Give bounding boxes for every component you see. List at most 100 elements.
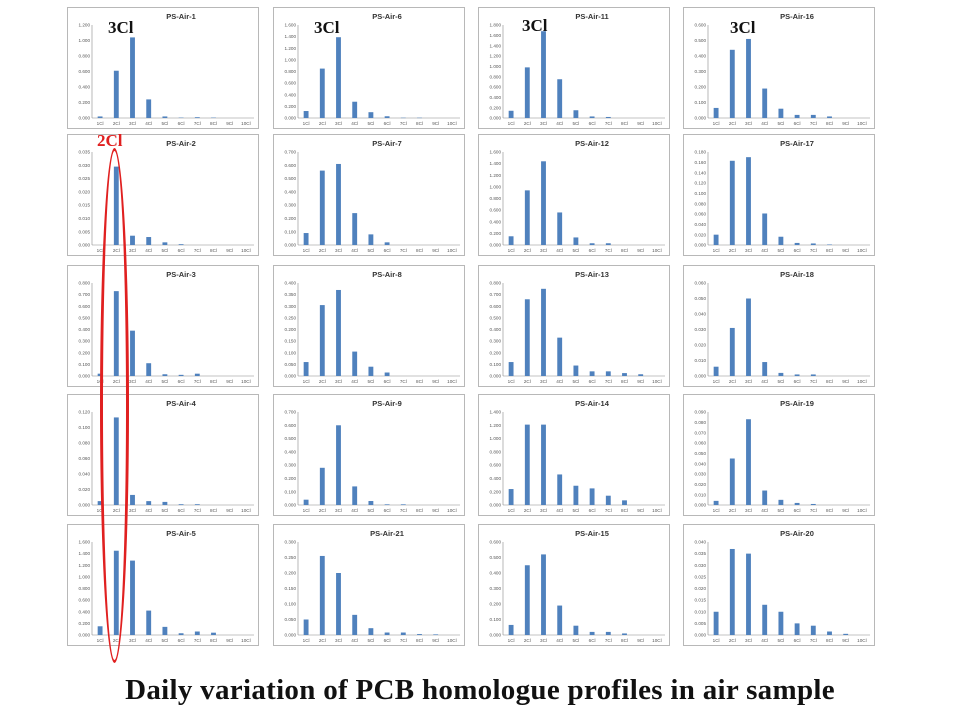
x-tick-label: 6Cl [178,121,185,126]
x-tick-label: 8Cl [621,508,628,513]
y-tick-label: 0.600 [490,208,502,213]
chart-title: PS-Air-14 [575,399,610,408]
bar-5cl [778,236,784,245]
y-tick-label: 0.010 [79,216,91,221]
bar-1cl [713,611,719,635]
chart-panel-ps-air-11: PS-Air-11 0.000 0.200 0.400 0.600 0.800 1.000 1… [478,7,670,129]
bar-chart: PS-Air-4 0.000 0.020 0.040 0.060 0.080 0.100 0.… [79,399,254,513]
x-tick-label: 5Cl [777,379,784,384]
x-tick-label: 6Cl [384,638,391,643]
y-tick-label: 0.060 [695,441,707,446]
bar-2cl [729,327,735,376]
x-tick-label: 8Cl [826,379,833,384]
y-tick-label: 1.400 [490,161,502,166]
y-tick-label: 0.050 [695,296,707,301]
y-tick-label: 0.300 [79,339,91,344]
y-tick-label: 0.060 [695,281,707,286]
annotation-3cl-col1: 3Cl [108,18,134,37]
bar-4cl [352,351,358,376]
y-tick-label: 0.200 [79,621,91,626]
y-tick-label: 1.400 [285,34,297,39]
y-tick-label: 0.000 [79,243,91,248]
y-tick-label: 0.800 [490,281,502,286]
y-tick-label: 0.010 [695,358,707,363]
bar-2cl [319,305,325,376]
chart-title: PS-Air-18 [780,270,814,279]
x-tick-label: 3Cl [335,379,342,384]
bar-3cl [336,163,341,245]
y-tick-label: 0.700 [285,410,297,415]
bar-5cl [573,110,579,118]
y-tick-label: 0.200 [285,476,297,481]
bar-6cl [589,243,595,245]
x-tick-label: 4Cl [351,379,358,384]
y-tick-label: 0.005 [695,621,707,626]
bar-3cl [336,425,341,505]
x-tick-label: 10Cl [447,248,456,253]
bar-1cl [713,234,719,245]
chart-panel-ps-air-14: PS-Air-14 0.000 0.200 0.400 0.600 0.800 1.000 1… [478,394,670,516]
bar-2cl [729,49,735,118]
y-tick-label: 0.600 [490,85,502,90]
y-tick-label: 0.050 [695,451,707,456]
bar-1cl [303,619,309,635]
x-tick-label: 3Cl [540,248,547,253]
y-tick-label: 0.120 [79,410,91,415]
bar-4cl [762,362,768,376]
x-tick-label: 3Cl [540,121,547,126]
bar-9cl [433,634,439,635]
bar-chart: PS-Air-18 0.000 0.010 0.020 0.030 0.040 0.050 0… [695,270,870,384]
x-tick-label: 10Cl [857,248,866,253]
chart-panel-ps-air-12: PS-Air-12 0.000 0.200 0.400 0.600 0.800 1.000 1… [478,134,670,256]
x-tick-label: 5Cl [572,248,579,253]
y-tick-label: 0.100 [285,602,297,607]
chart-title: PS-Air-5 [166,529,196,538]
x-tick-label: 5Cl [572,121,579,126]
y-tick-label: 0.030 [79,163,91,168]
bar-1cl [508,624,514,635]
x-tick-label: 1Cl [303,508,310,513]
bar-6cl [794,623,800,635]
bar-6cl [384,372,390,376]
y-tick-label: 0.600 [79,69,91,74]
y-tick-label: 1.000 [79,38,91,43]
x-tick-label: 5Cl [777,638,784,643]
bar-4cl [146,501,152,505]
y-tick-label: 1.000 [490,436,502,441]
chart-panel-ps-air-5: PS-Air-5 0.000 0.200 0.400 0.600 0.800 1.000 1.… [67,524,259,646]
x-tick-label: 10Cl [857,379,866,384]
y-tick-label: 0.000 [695,503,707,508]
y-tick-label: 0.100 [695,191,707,196]
x-tick-label: 1Cl [508,121,515,126]
x-tick-label: 10Cl [447,121,456,126]
bar-3cl [130,235,135,245]
x-tick-label: 9Cl [226,379,233,384]
x-tick-label: 9Cl [637,379,644,384]
bar-2cl [319,467,325,505]
y-tick-label: 0.400 [285,281,297,286]
x-tick-label: 10Cl [447,508,456,513]
y-tick-label: 0.350 [285,292,297,297]
bar-4cl [146,363,152,376]
x-tick-label: 7Cl [194,638,201,643]
x-tick-label: 4Cl [351,508,358,513]
chart-panel-ps-air-2: PS-Air-2 0.000 0.005 0.010 0.015 0.020 0.025 0.… [67,134,259,256]
y-tick-label: 0.000 [79,633,91,638]
y-tick-label: 0.080 [79,441,91,446]
x-tick-label: 10Cl [241,121,250,126]
y-tick-label: 0.500 [285,436,297,441]
x-tick-label: 3Cl [335,248,342,253]
bar-chart: PS-Air-6 0.000 0.200 0.400 0.600 0.800 1.000 1.… [285,12,460,126]
y-tick-label: 0.800 [79,54,91,59]
bar-4cl [352,486,358,505]
y-tick-label: 0.600 [79,598,91,603]
chart-panel-ps-air-20: PS-Air-20 0.000 0.005 0.010 0.015 0.020 0.025 0… [683,524,875,646]
bar-2cl [524,424,530,505]
y-tick-label: 0.040 [695,461,707,466]
y-tick-label: 0.035 [79,150,91,155]
y-tick-label: 0.000 [695,374,707,379]
bar-8cl [827,631,832,635]
bar-7cl [194,117,200,118]
y-tick-label: 1.200 [490,423,502,428]
